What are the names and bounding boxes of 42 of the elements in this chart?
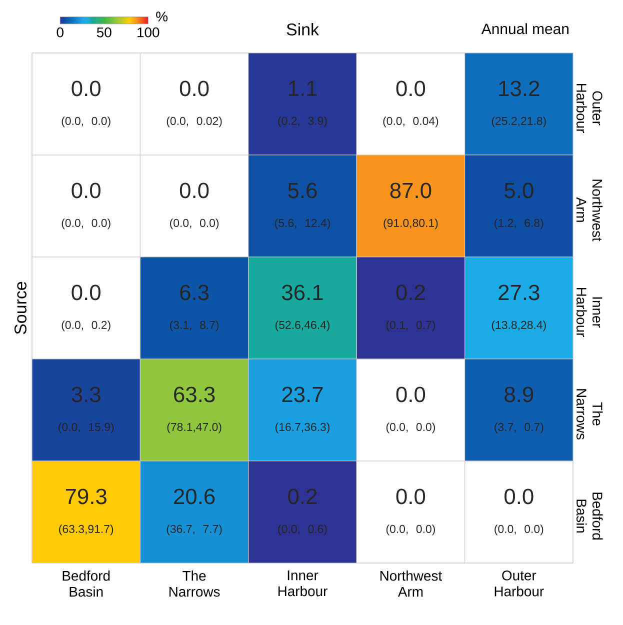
text: Annual mean	[481, 23, 568, 34]
x-tick-label: Inner Harbour	[278, 570, 328, 596]
data-label: 1.1 (0.2, 3.9)	[278, 80, 327, 128]
data-label: 79.3 (63.3,91.7)	[59, 488, 114, 536]
y-tick-label: The Narrows	[576, 389, 603, 440]
x-tick-label: Northwest Arm	[380, 570, 442, 597]
data-label: 0.2 (0.1, 0.7)	[386, 284, 435, 332]
color-bar-label: 50	[96, 27, 112, 38]
y-axis-title: Source	[14, 282, 26, 334]
text: 0.0 (0.0, 0.04)	[383, 80, 438, 128]
data-label: 23.7 (16.7,36.3)	[276, 386, 330, 434]
data-label: 6.3 (3.1, 8.7)	[170, 284, 219, 332]
data-label: 13.2 (25.2,21.8)	[492, 80, 546, 128]
data-label: 87.0 (91.0,80.1)	[384, 182, 438, 230]
y-tick-label: Bedford Basin	[576, 492, 603, 540]
x-axis-title: Sink	[286, 23, 319, 36]
color-bar-label: 0	[56, 27, 64, 38]
text: 0.0 (0.0, 0.0)	[62, 182, 110, 230]
data-label: 5.6 (5.6, 12.4)	[275, 182, 330, 230]
data-label: 27.3 (13.8,28.4)	[492, 284, 546, 332]
y-tick-label: Northwest Arm	[576, 180, 603, 242]
data-label: 5.0 (1.2, 6.8)	[494, 182, 544, 230]
color-bar-label: 100	[138, 27, 160, 38]
data-label: 8.9 (3.7, 0.7)	[494, 386, 544, 434]
data-label: 36.1 (52.6,46.4)	[276, 284, 330, 332]
text: 0.0 (0.0, 0.0)	[386, 386, 435, 434]
data-label: 63.3 (78.1,47.0)	[167, 386, 222, 434]
text: 0.0 (0.0, 0.0)	[494, 488, 544, 536]
text: 0.0 (0.0, 0.0)	[62, 80, 110, 128]
data-label: 0.2 (0.0, 0.6)	[278, 488, 327, 536]
y-tick-label: Inner Harbour	[576, 288, 602, 337]
data-label: 20.6 (36.7, 7.7)	[166, 488, 222, 536]
x-tick-label: Bedford Basin	[62, 570, 110, 597]
x-tick-label: The Narrows	[169, 570, 220, 597]
text: 0.0 (0.0, 0.2)	[62, 284, 110, 332]
y-tick-label: Outer Harbour	[576, 84, 602, 133]
x-tick-label: Outer Harbour	[494, 570, 544, 596]
color-bar-title: %	[156, 12, 168, 22]
text: 0.0 (0.0, 0.02)	[166, 80, 222, 128]
text: 0.0 (0.0, 0.0)	[170, 182, 219, 230]
text: 0.0 (0.0, 0.0)	[386, 488, 435, 536]
data-label: 3.3 (0.0, 15.9)	[58, 386, 114, 434]
